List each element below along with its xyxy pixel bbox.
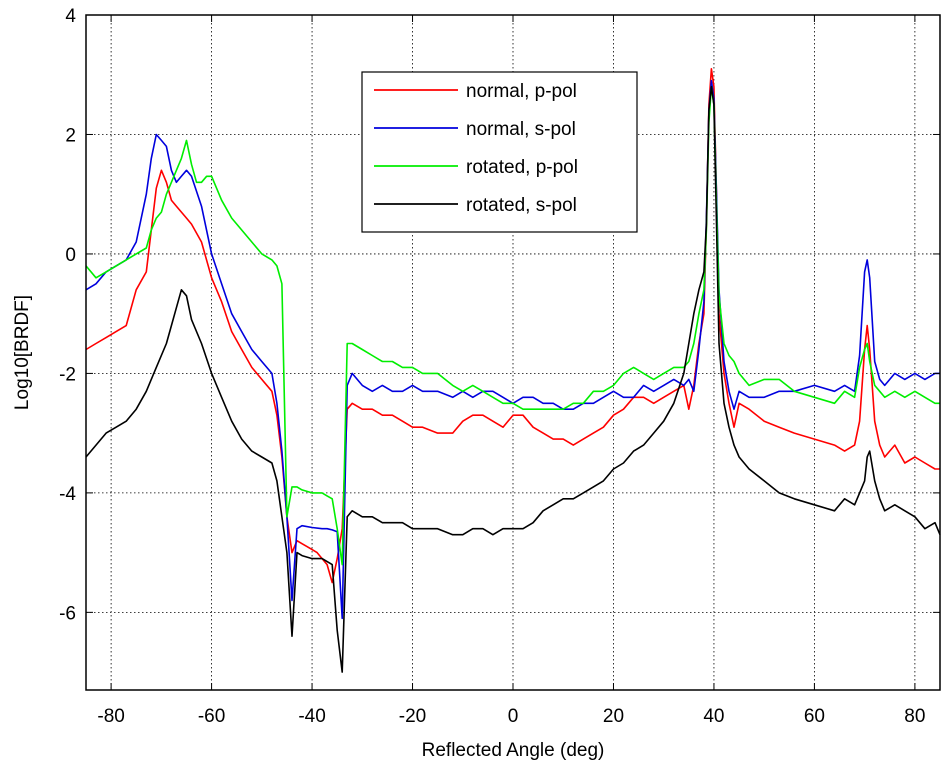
series-line-3	[85, 85, 940, 566]
y-tick-label: -6	[59, 603, 76, 624]
x-tick-label: -80	[97, 706, 124, 727]
legend: normal, p-pol normal, s-pol rotated, p-pol…	[361, 71, 638, 233]
y-tick-label: 0	[65, 245, 76, 266]
x-tick-label: -40	[298, 706, 325, 727]
series-line-1	[85, 68, 940, 584]
legend-label-2: normal, s-pol	[466, 119, 576, 140]
x-tick-label: 40	[703, 706, 724, 727]
y-tick-label: 4	[65, 6, 76, 27]
series-line-4	[85, 85, 941, 673]
x-tick-label: -20	[399, 706, 426, 727]
x-tick-label: 0	[508, 706, 519, 727]
legend-label-4: rotated, s-pol	[466, 195, 577, 216]
y-tick-label: -2	[59, 364, 76, 385]
legend-box	[361, 71, 638, 233]
y-axis-label: Log10[BRDF]	[12, 295, 33, 410]
legend-label-1: normal, p-pol	[466, 81, 577, 102]
legend-label-3: rotated, p-pol	[466, 157, 578, 178]
y-tick-label: -4	[59, 484, 76, 505]
x-tick-label: -60	[198, 706, 225, 727]
series-group	[85, 68, 941, 673]
x-tick-label: 20	[603, 706, 624, 727]
x-tick-label: 80	[904, 706, 925, 727]
x-axis-label: Reflected Angle (deg)	[422, 740, 605, 761]
x-tick-label: 60	[804, 706, 825, 727]
y-tick-label: 2	[65, 125, 76, 146]
